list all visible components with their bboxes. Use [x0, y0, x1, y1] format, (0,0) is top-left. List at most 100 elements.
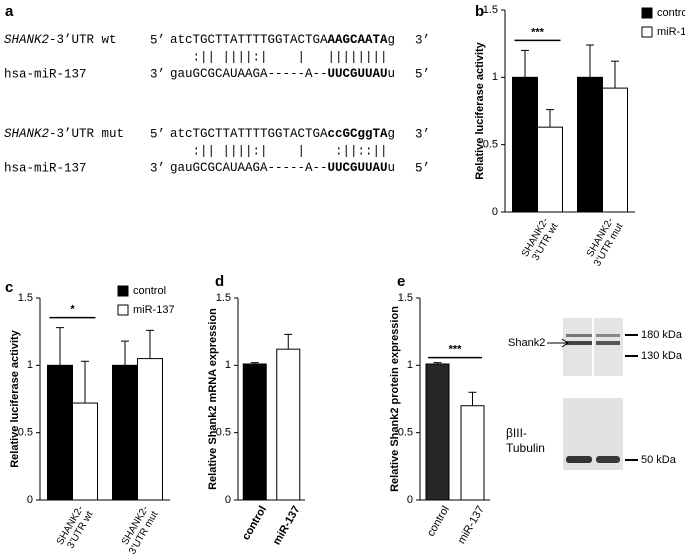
legend-label: control: [133, 285, 166, 297]
bar: [242, 363, 267, 501]
mirna-sequence: gauGCGCAUAAGA-----A--UUCGUUAUu: [170, 161, 395, 175]
y-tick-label: 0.5: [18, 427, 33, 439]
x-tick-label: SHANK2-3’UTR wt: [519, 216, 561, 263]
bar: [577, 76, 603, 213]
y-tick-label: 0: [407, 494, 413, 506]
x-tick-label-box: SHANK2-3’UTR mut: [584, 216, 626, 269]
legend-label: control: [657, 7, 685, 19]
x-tick-label-box: SHANK2-3’UTR wt: [519, 216, 561, 263]
prime: 5’: [415, 161, 430, 175]
panel-label: d: [215, 273, 224, 290]
marker-label: 180 kDa: [641, 329, 683, 341]
legend-swatch: [117, 285, 129, 297]
panel-label: a: [5, 3, 14, 20]
panel-label: c: [5, 279, 13, 296]
bar: [276, 348, 301, 501]
seq-end: g: [388, 33, 396, 47]
bar: [112, 364, 138, 501]
bar: [137, 358, 163, 501]
bar: [47, 364, 73, 501]
y-axis-title: Relative luciferase activity: [474, 41, 486, 179]
y-tick-label: 0.5: [398, 427, 413, 439]
bar: [425, 363, 450, 501]
x-tick-label: SHANK2-3’UTR mut: [119, 504, 161, 557]
prime: 3’: [150, 161, 165, 175]
blot-band: [596, 334, 620, 337]
seed: UUCGUUAU: [328, 161, 388, 175]
bar: [460, 405, 485, 501]
y-tick-label: 0: [27, 494, 33, 506]
significance: ***: [449, 344, 463, 356]
prime: 5’: [150, 127, 165, 141]
y-axis-title: Relative luciferase activity: [9, 329, 21, 467]
region: -3’UTR wt: [49, 33, 117, 47]
seq-end: u: [388, 161, 396, 175]
pairing: :|| ||||:| | ||||||||: [170, 50, 388, 64]
y-tick-label: 1.5: [216, 292, 231, 304]
y-tick-label: 1.5: [483, 4, 498, 16]
pairing: :|| ||||:| | :||::||: [170, 144, 388, 158]
sequence: atcTGCTTATTTTGGTACTGAAAGCAATAg: [170, 33, 395, 47]
seed: ccGCggTA: [328, 127, 389, 141]
x-tick-label: control: [424, 504, 452, 539]
seq-end: g: [388, 127, 396, 141]
y-tick-label: 1: [225, 359, 231, 371]
blot-band: [566, 341, 592, 345]
target-name: SHANK2-3’UTR wt: [4, 33, 117, 47]
blot-band: [566, 334, 592, 337]
seq: atcTGCTTATTTTGGTACTGA: [170, 33, 328, 47]
mirna-name: hsa-miR-137: [4, 67, 87, 81]
bar: [72, 402, 98, 501]
seq: gauGCGCAUAAGA-----A--: [170, 161, 328, 175]
seed: UUCGUUAU: [328, 67, 388, 81]
significance: ***: [531, 26, 545, 38]
prime: 5’: [415, 67, 430, 81]
y-tick-label: 1: [492, 71, 498, 83]
blot-band: [566, 456, 592, 463]
y-tick-label: 1.5: [398, 292, 413, 304]
arrow-head: [561, 338, 569, 348]
y-tick-label: 1: [407, 359, 413, 371]
y-tick-label: 1: [27, 359, 33, 371]
legend-swatch: [641, 7, 653, 19]
seed: AAGCAATA: [328, 33, 389, 47]
prime: 3’: [150, 67, 165, 81]
significance: *: [70, 304, 75, 316]
panel-label: e: [397, 273, 405, 290]
legend-label: miR-137: [657, 26, 685, 38]
blot-label-box: βIII-Tubulin: [506, 426, 545, 455]
y-axis-title: Relative Shank2 mRNA expression: [207, 308, 219, 490]
x-tick-label: SHANK2-3’UTR wt: [54, 504, 96, 551]
marker-label: 130 kDa: [641, 350, 683, 362]
target-name: SHANK2-3’UTR mut: [4, 127, 124, 141]
y-tick-label: 1.5: [18, 292, 33, 304]
blot-label: βIII-Tubulin: [506, 426, 545, 455]
blot-band: [596, 456, 620, 463]
blot-band: [596, 341, 620, 345]
seq: atcTGCTTATTTTGGTACTGA: [170, 127, 328, 141]
bar: [537, 126, 563, 213]
mirna-name: hsa-miR-137: [4, 161, 87, 175]
x-tick-label-box: SHANK2-3’UTR mut: [119, 504, 161, 557]
y-axis-title: Relative Shank2 protein expression: [389, 306, 401, 492]
y-tick-label: 0: [225, 494, 231, 506]
gene: SHANK2: [4, 127, 50, 141]
region: -3’UTR mut: [49, 127, 124, 141]
legend-label: miR-137: [133, 304, 175, 316]
prime: 3’: [415, 127, 430, 141]
y-tick-label: 0: [492, 206, 498, 218]
gene: SHANK2: [4, 33, 50, 47]
blot-label: Shank2: [508, 337, 545, 349]
legend-swatch: [117, 304, 129, 316]
y-tick-label: 0.5: [483, 139, 498, 151]
x-tick-label: SHANK2-3’UTR mut: [584, 216, 626, 269]
bar: [602, 87, 628, 213]
prime: 5’: [150, 33, 165, 47]
x-tick-label: control: [240, 504, 270, 543]
bar: [512, 76, 538, 213]
seq: gauGCGCAUAAGA-----A--: [170, 67, 328, 81]
marker-label: 50 kDa: [641, 454, 677, 466]
y-tick-label: 0.5: [216, 427, 231, 439]
prime: 3’: [415, 33, 430, 47]
